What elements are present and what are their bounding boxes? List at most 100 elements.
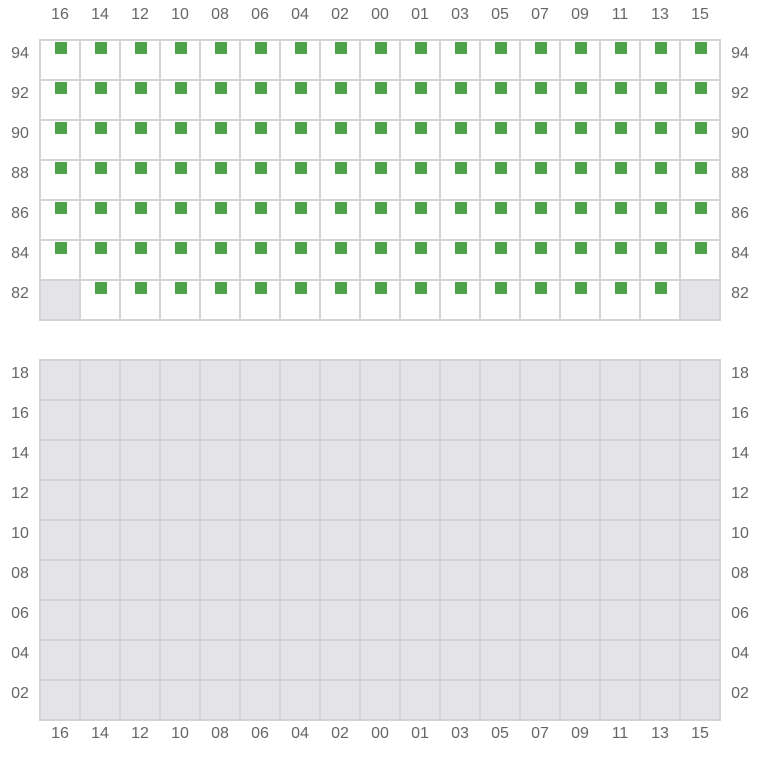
available-seat[interactable] — [695, 202, 707, 214]
available-seat[interactable] — [495, 122, 507, 134]
seat-cell[interactable] — [441, 201, 481, 241]
available-seat[interactable] — [295, 242, 307, 254]
available-seat[interactable] — [255, 162, 267, 174]
available-seat[interactable] — [95, 162, 107, 174]
seat-cell[interactable] — [161, 81, 201, 121]
seat-cell[interactable] — [321, 201, 361, 241]
seat-cell[interactable] — [281, 201, 321, 241]
available-seat[interactable] — [415, 282, 427, 294]
available-seat[interactable] — [215, 202, 227, 214]
seat-cell[interactable] — [641, 241, 681, 281]
seat-cell[interactable] — [41, 121, 81, 161]
available-seat[interactable] — [655, 42, 667, 54]
seat-cell[interactable] — [281, 161, 321, 201]
available-seat[interactable] — [255, 282, 267, 294]
available-seat[interactable] — [495, 282, 507, 294]
available-seat[interactable] — [575, 42, 587, 54]
available-seat[interactable] — [495, 42, 507, 54]
available-seat[interactable] — [95, 202, 107, 214]
available-seat[interactable] — [415, 162, 427, 174]
seat-cell[interactable] — [601, 161, 641, 201]
available-seat[interactable] — [655, 122, 667, 134]
available-seat[interactable] — [655, 82, 667, 94]
seat-cell[interactable] — [241, 161, 281, 201]
available-seat[interactable] — [615, 42, 627, 54]
seat-cell[interactable] — [681, 41, 721, 81]
seat-cell[interactable] — [481, 121, 521, 161]
available-seat[interactable] — [175, 202, 187, 214]
available-seat[interactable] — [55, 242, 67, 254]
available-seat[interactable] — [615, 122, 627, 134]
available-seat[interactable] — [175, 42, 187, 54]
available-seat[interactable] — [415, 82, 427, 94]
seat-cell[interactable] — [81, 121, 121, 161]
available-seat[interactable] — [375, 162, 387, 174]
available-seat[interactable] — [535, 282, 547, 294]
seat-cell[interactable] — [401, 201, 441, 241]
seat-cell[interactable] — [41, 41, 81, 81]
available-seat[interactable] — [335, 242, 347, 254]
seat-cell[interactable] — [561, 201, 601, 241]
seat-cell[interactable] — [561, 161, 601, 201]
available-seat[interactable] — [495, 162, 507, 174]
available-seat[interactable] — [455, 242, 467, 254]
available-seat[interactable] — [135, 202, 147, 214]
available-seat[interactable] — [695, 242, 707, 254]
seat-cell[interactable] — [641, 201, 681, 241]
available-seat[interactable] — [415, 42, 427, 54]
available-seat[interactable] — [415, 242, 427, 254]
available-seat[interactable] — [215, 282, 227, 294]
available-seat[interactable] — [215, 122, 227, 134]
available-seat[interactable] — [655, 242, 667, 254]
available-seat[interactable] — [135, 122, 147, 134]
seat-cell[interactable] — [201, 281, 241, 321]
seat-cell[interactable] — [161, 281, 201, 321]
seat-cell[interactable] — [441, 241, 481, 281]
available-seat[interactable] — [375, 242, 387, 254]
available-seat[interactable] — [455, 202, 467, 214]
seat-cell[interactable] — [521, 41, 561, 81]
seat-cell[interactable] — [201, 201, 241, 241]
available-seat[interactable] — [455, 42, 467, 54]
available-seat[interactable] — [575, 282, 587, 294]
seat-cell[interactable] — [241, 121, 281, 161]
seat-cell[interactable] — [321, 241, 361, 281]
seat-cell[interactable] — [81, 81, 121, 121]
available-seat[interactable] — [615, 82, 627, 94]
available-seat[interactable] — [295, 202, 307, 214]
available-seat[interactable] — [695, 122, 707, 134]
available-seat[interactable] — [415, 202, 427, 214]
available-seat[interactable] — [335, 122, 347, 134]
available-seat[interactable] — [295, 122, 307, 134]
seat-cell[interactable] — [441, 81, 481, 121]
available-seat[interactable] — [455, 82, 467, 94]
seat-cell[interactable] — [161, 161, 201, 201]
seat-cell[interactable] — [161, 41, 201, 81]
available-seat[interactable] — [55, 202, 67, 214]
seat-cell[interactable] — [361, 161, 401, 201]
seat-cell[interactable] — [241, 41, 281, 81]
available-seat[interactable] — [55, 42, 67, 54]
available-seat[interactable] — [95, 42, 107, 54]
seat-cell[interactable] — [41, 201, 81, 241]
seat-cell[interactable] — [281, 241, 321, 281]
seat-cell[interactable] — [561, 281, 601, 321]
seat-cell[interactable] — [241, 241, 281, 281]
available-seat[interactable] — [535, 162, 547, 174]
seat-cell[interactable] — [361, 41, 401, 81]
seat-cell[interactable] — [121, 81, 161, 121]
seat-cell[interactable] — [81, 201, 121, 241]
available-seat[interactable] — [335, 202, 347, 214]
seat-cell[interactable] — [601, 201, 641, 241]
available-seat[interactable] — [415, 122, 427, 134]
available-seat[interactable] — [95, 282, 107, 294]
seat-cell[interactable] — [401, 81, 441, 121]
seat-cell[interactable] — [601, 121, 641, 161]
available-seat[interactable] — [215, 242, 227, 254]
seat-cell[interactable] — [201, 161, 241, 201]
available-seat[interactable] — [175, 162, 187, 174]
available-seat[interactable] — [255, 122, 267, 134]
seat-cell[interactable] — [281, 281, 321, 321]
seat-cell[interactable] — [481, 201, 521, 241]
available-seat[interactable] — [495, 202, 507, 214]
